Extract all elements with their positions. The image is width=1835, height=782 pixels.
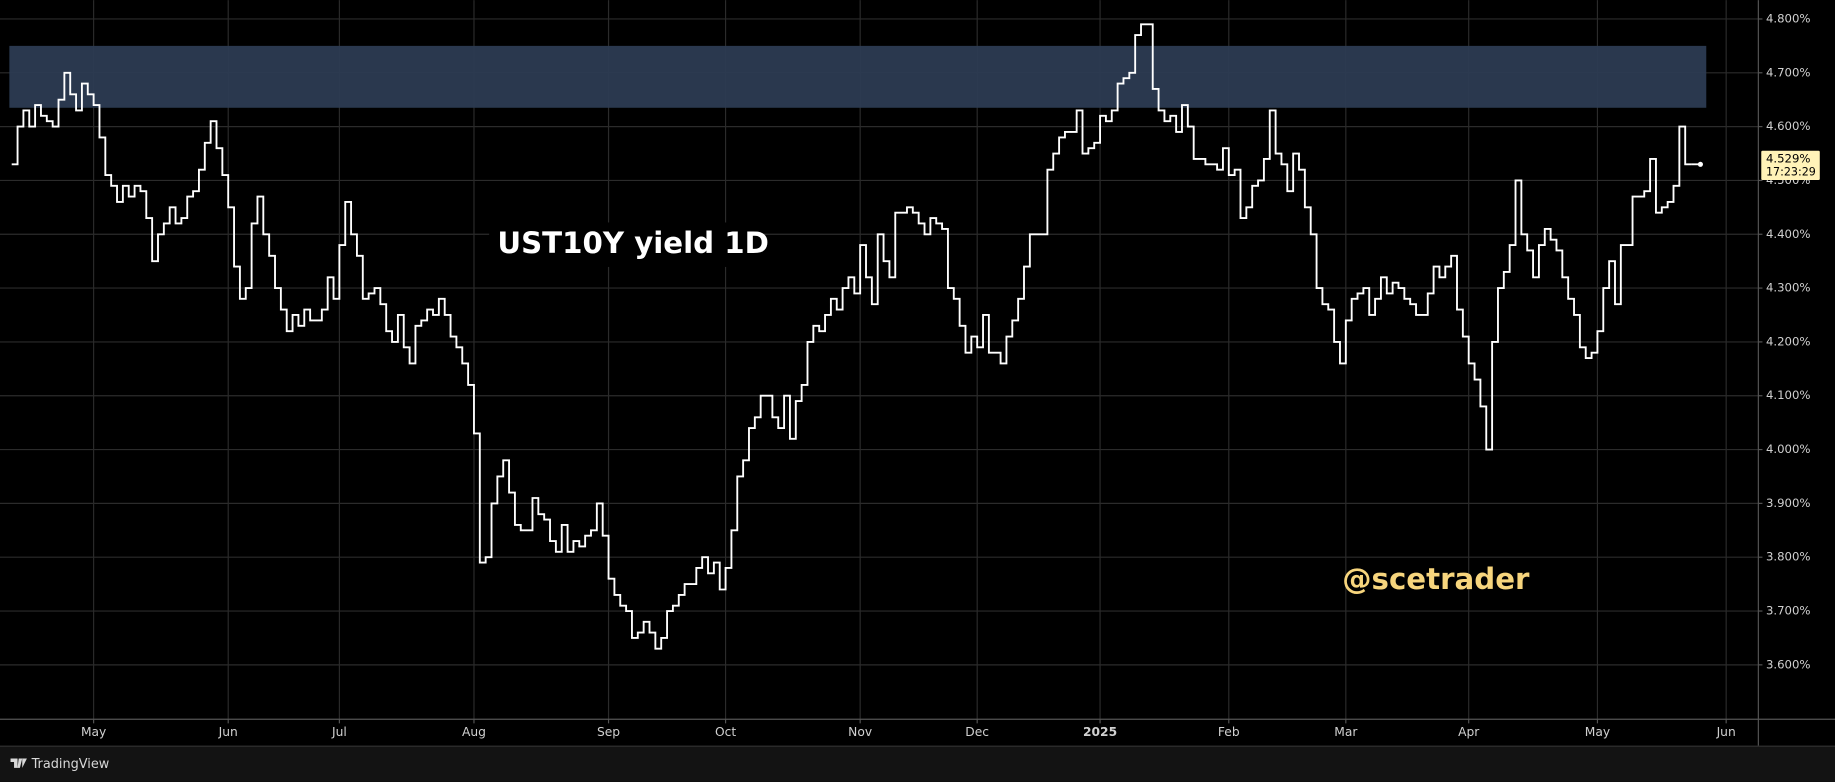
x-tick-label: Nov bbox=[848, 725, 872, 739]
title-bg bbox=[489, 222, 749, 267]
y-tick-label: 4.200% bbox=[1766, 334, 1811, 348]
x-tick-label: Oct bbox=[715, 725, 736, 739]
y-tick-label: 3.600% bbox=[1766, 657, 1811, 671]
y-tick-label: 4.000% bbox=[1766, 442, 1811, 456]
x-tick-label: May bbox=[1585, 725, 1610, 739]
footer-logo: TradingView bbox=[10, 757, 110, 772]
y-tick-label: 4.100% bbox=[1766, 388, 1811, 402]
x-tick-label: Jun bbox=[218, 725, 238, 739]
x-tick-label: Mar bbox=[1334, 725, 1358, 739]
plot: UST10Y yield 1D @scetrader bbox=[11, 23, 1703, 650]
zone-layer bbox=[9, 45, 1707, 108]
footer-bar bbox=[0, 745, 1835, 782]
y-tick-label: 4.800% bbox=[1766, 11, 1811, 25]
x-tick-label: 2025 bbox=[1083, 725, 1117, 739]
watermark: @scetrader bbox=[1342, 562, 1530, 596]
axes: 3.600% 3.700% 3.800% 3.900% 4.000% 4.100% 4.20… bbox=[81, 11, 1820, 739]
zone bbox=[9, 45, 1707, 108]
x-tick-label: Dec bbox=[965, 725, 989, 739]
y-tick-label: 4.400% bbox=[1766, 227, 1811, 241]
y-tick-label: 3.800% bbox=[1766, 550, 1811, 564]
y-tick-label: 4.700% bbox=[1766, 65, 1811, 79]
y-tick-label: 3.700% bbox=[1766, 604, 1811, 618]
logo-icon bbox=[10, 758, 27, 768]
x-tick-label: Jun bbox=[1716, 725, 1736, 739]
y-tick-label: 4.300% bbox=[1766, 281, 1811, 295]
countdown-label: 17:23:29 bbox=[1766, 165, 1816, 178]
x-tick-label: Aug bbox=[462, 725, 486, 739]
line-series bbox=[11, 23, 1692, 650]
brand: TradingView bbox=[31, 757, 110, 772]
x-tick-label: Sep bbox=[597, 725, 620, 739]
y-tick-label: 4.600% bbox=[1766, 119, 1811, 133]
x-tick-label: Jul bbox=[331, 725, 347, 739]
y-tick-label: 3.900% bbox=[1766, 496, 1811, 510]
last-price-box bbox=[1761, 150, 1820, 181]
chart-title: UST10Y yield 1D bbox=[497, 226, 769, 260]
x-tick-label: Apr bbox=[1458, 725, 1480, 739]
x-tick-label: Feb bbox=[1218, 725, 1240, 739]
last-price-label: 4.529% bbox=[1766, 151, 1811, 165]
x-tick-label: May bbox=[81, 725, 106, 739]
